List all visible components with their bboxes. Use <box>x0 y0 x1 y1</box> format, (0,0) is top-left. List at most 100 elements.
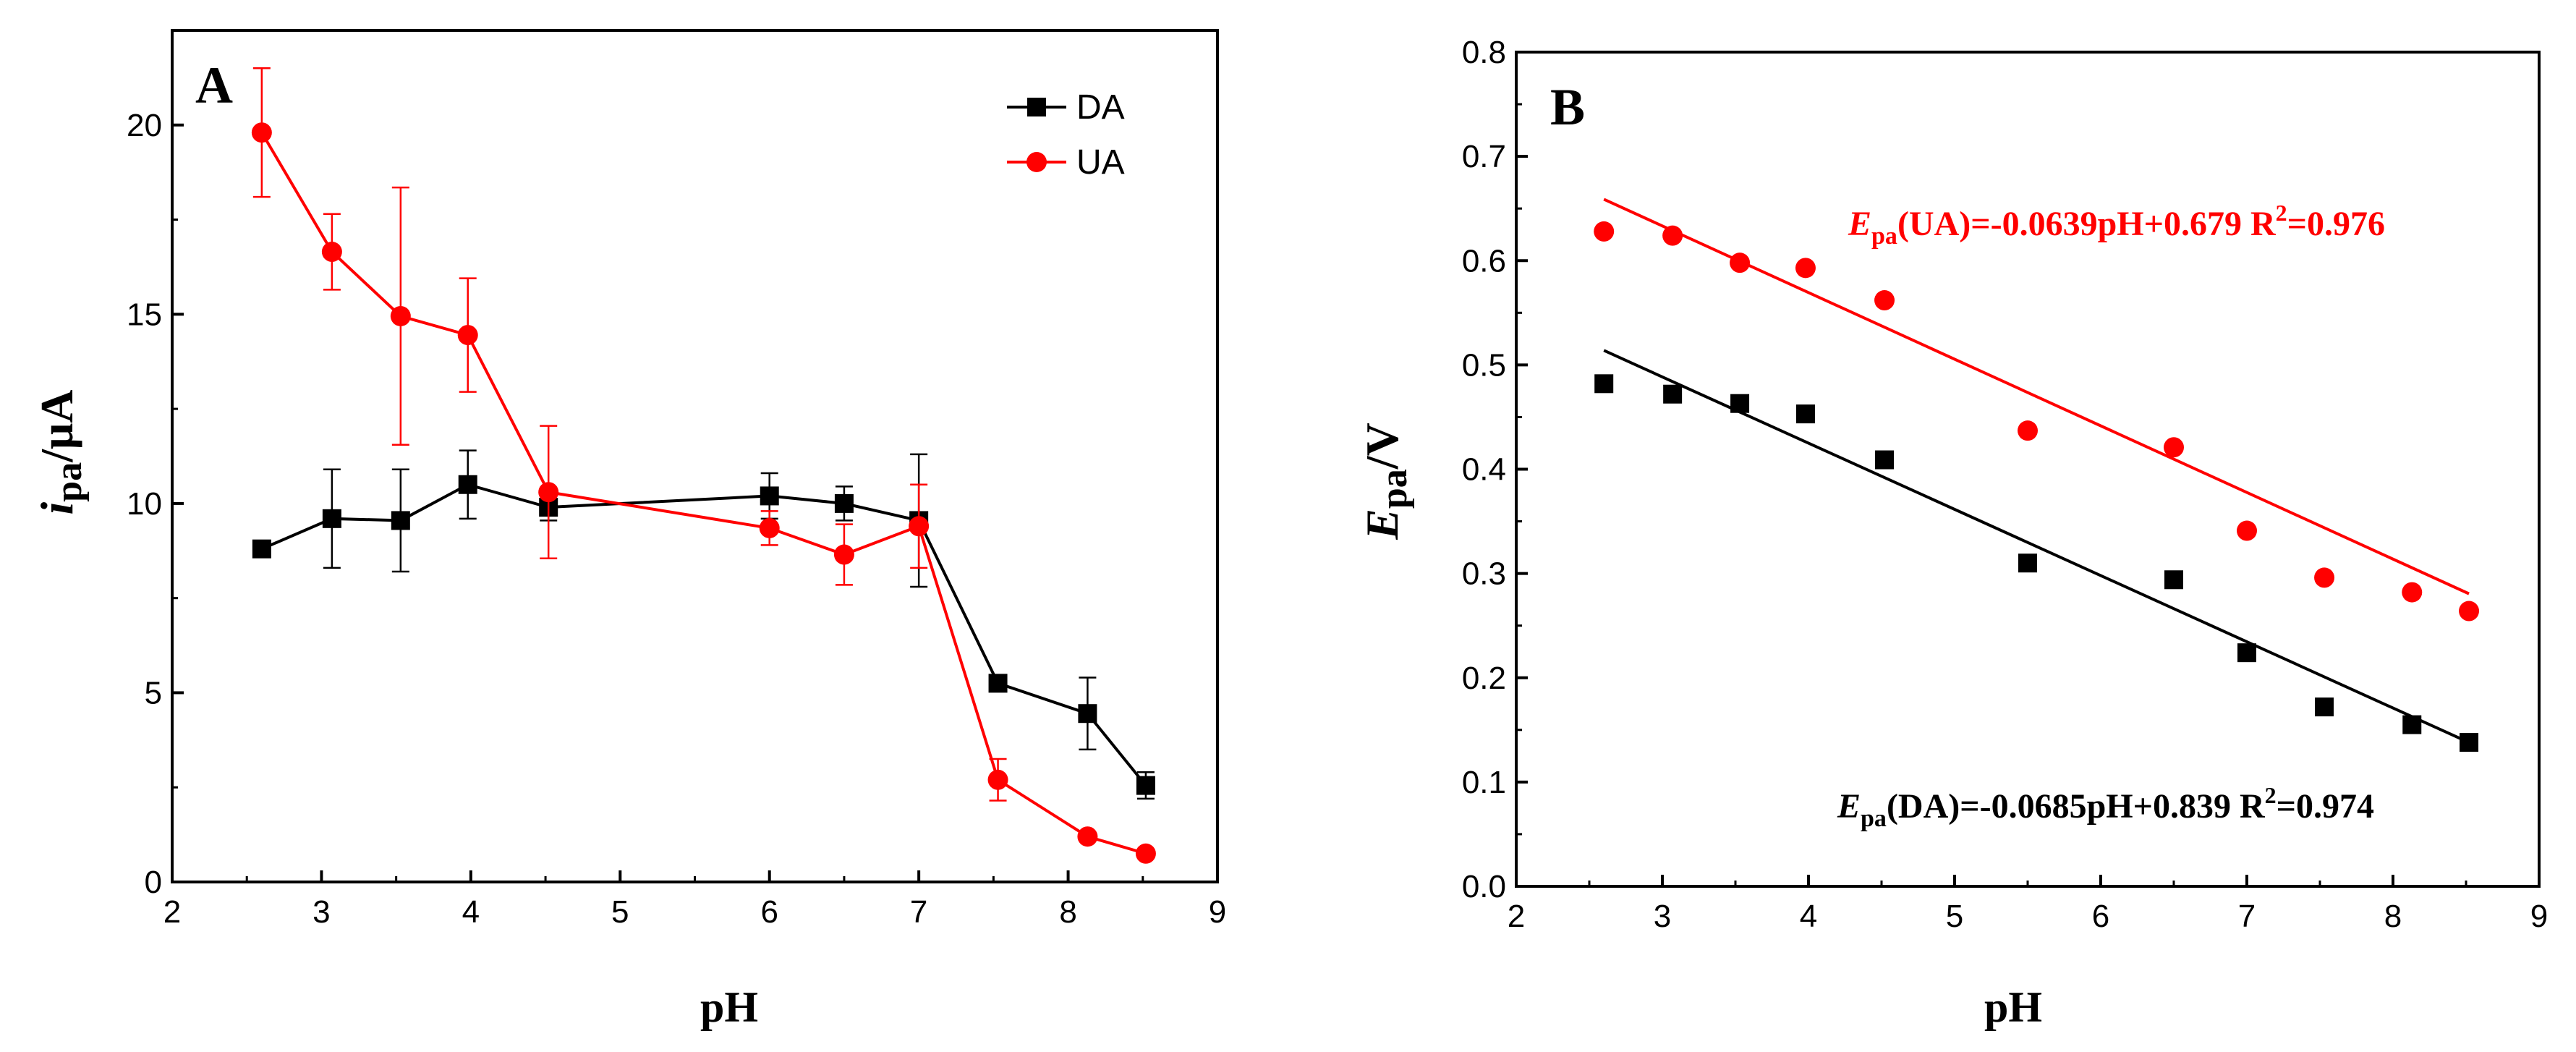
panel-a-y-tick-label: 5 <box>145 675 162 710</box>
legend-ua-label: UA <box>1076 143 1125 182</box>
panel-b-da-point <box>2315 697 2334 717</box>
panel-b-y-tick-label: 0.8 <box>1462 35 1506 70</box>
panel-b-da-fit-line <box>1603 349 2470 744</box>
panel-a-ua-point <box>321 242 342 263</box>
panel-b-x-tick-label: 3 <box>1654 899 1671 934</box>
panel-b-y-tick-label: 0.3 <box>1462 556 1506 592</box>
panel-b-ua-point <box>2314 567 2335 588</box>
panel-b-da-point <box>1663 384 1683 404</box>
panel-a-ua-point <box>833 544 854 565</box>
panel-b-x-tick-label: 5 <box>1946 899 1963 934</box>
panel-b-da-point <box>2402 715 2422 734</box>
panel-b-ua-point <box>2402 582 2423 603</box>
panel-b-x-tick-label: 8 <box>2384 899 2402 934</box>
panel-b-ua-point <box>1795 258 1816 279</box>
legend-ua-marker <box>1026 152 1047 172</box>
panel-b-ua-point <box>2164 437 2184 458</box>
panel-a-ua-point <box>457 325 478 346</box>
panel-a-x-tick-label: 5 <box>611 894 629 930</box>
panel-a-x-tick-label: 4 <box>462 894 480 930</box>
panel-b-x-tick-label: 4 <box>1800 899 1817 934</box>
panel-b-y-tick-label: 0.7 <box>1462 139 1506 174</box>
panel-a-y-tick-label: 20 <box>127 108 162 143</box>
da-fit-equation: Epa(DA)=-0.0685pH+0.839 R2=0.974 <box>1837 782 2374 832</box>
panel-b-ua-point <box>1874 290 1895 311</box>
panel-a-x-tick-label: 3 <box>313 894 330 930</box>
panel-b-y-tick-label: 0.2 <box>1462 661 1506 696</box>
panel-b-ua-point <box>2237 520 2257 541</box>
panel-a-chart: 2 3 4 5 6 7 8 9 0 5 10 15 20 A pH ipa/μA DA UA <box>31 29 1226 1031</box>
panel-a-ua-point <box>251 122 272 143</box>
panel-b-x-tick-label: 6 <box>2092 899 2109 934</box>
panel-b-ua-point <box>2459 601 2480 622</box>
panel-a-y-title-sub: pa <box>48 462 90 502</box>
panel-a-ua-point <box>987 769 1008 790</box>
panel-b-x-tick-label: 9 <box>2530 899 2548 934</box>
panel-a-ua-point <box>390 305 411 326</box>
panel-b-ua-point <box>1594 221 1615 242</box>
panel-b-label: B <box>1550 78 1585 136</box>
panel-a-ua-point <box>909 516 930 537</box>
panel-a-legend: DA UA <box>1007 88 1125 182</box>
panel-a-y-tick-label: 15 <box>127 297 162 332</box>
panel-b-x-tick-label: 2 <box>1508 899 1525 934</box>
legend-da-marker <box>1027 98 1046 116</box>
panel-b-chart: 2 3 4 5 6 7 8 9 0.0 0.1 0.2 0.3 0.4 0.5 0.6 0.7 0.8 B pH… <box>1356 35 2548 1031</box>
panel-a-da-point <box>252 539 271 559</box>
panel-a-ua-point <box>1077 826 1098 847</box>
legend-da-label: DA <box>1076 88 1125 127</box>
panel-a-y-tick-label: 10 <box>127 486 162 522</box>
panel-a-x-tick-label: 6 <box>760 894 778 930</box>
panel-b-da-point <box>1875 450 1895 470</box>
panel-a-y-axis-title: ipa/μA <box>31 390 90 515</box>
panel-b-da-point <box>2237 643 2256 663</box>
panel-b-y-tick-label: 0.5 <box>1462 347 1506 383</box>
panel-a-ua-series-line <box>260 132 1147 855</box>
panel-b-x-tick-label: 7 <box>2238 899 2256 934</box>
panel-b-y-tick-label: 0.4 <box>1462 452 1506 488</box>
panel-b-y-tick-label: 0.6 <box>1462 243 1506 279</box>
panel-b-ua-point <box>1662 225 1683 246</box>
panel-a-x-axis-title: pH <box>700 983 758 1031</box>
svg-text:Epa/V: Epa/V <box>1356 423 1415 540</box>
panel-a-da-point <box>322 509 341 528</box>
panel-a-da-point <box>458 475 477 494</box>
panel-b-ua-point <box>2018 420 2038 441</box>
svg-text:ipa/μA: ipa/μA <box>31 390 90 515</box>
panel-a-x-tick-label: 9 <box>1209 894 1226 930</box>
panel-b-y-title-var: E <box>1356 509 1408 540</box>
panel-b-y-title-sub: pa <box>1374 469 1415 509</box>
ua-fit-equation: Epa(UA)=-0.0639pH+0.679 R2=0.976 <box>1848 200 2385 250</box>
panel-b-y-title-unit: /V <box>1356 423 1408 470</box>
panel-b-x-axis-title: pH <box>1984 983 2042 1031</box>
panel-b-da-point <box>1730 394 1750 413</box>
panel-b-da-point <box>2164 570 2183 590</box>
panel-a-da-point <box>988 674 1008 693</box>
panel-a-y-title-unit: /μA <box>31 390 82 463</box>
panel-b-da-point <box>1594 374 1614 394</box>
panel-b-da-point <box>2018 553 2037 573</box>
panel-a-label: A <box>195 56 233 114</box>
panel-a-x-tick-label: 8 <box>1059 894 1076 930</box>
panel-a-x-tick-label: 7 <box>910 894 927 930</box>
panel-a-plot-frame <box>171 29 1219 883</box>
panel-a-ua-point <box>759 517 780 538</box>
panel-b-plot-frame <box>1515 51 2541 888</box>
panel-b-y-tick-label: 0.1 <box>1462 765 1506 800</box>
panel-b-y-axis-title: Epa/V <box>1356 423 1415 540</box>
panel-a-da-point <box>1136 776 1155 795</box>
panel-b-da-point <box>1795 404 1815 424</box>
panel-a-ua-point <box>538 482 559 503</box>
panel-b-y-tick-label: 0.0 <box>1462 869 1506 904</box>
panel-a-x-tick-label: 2 <box>163 894 181 930</box>
panel-b-da-point <box>2460 733 2479 752</box>
panel-a-da-point <box>760 486 779 506</box>
panel-a-ua-point <box>1135 843 1156 864</box>
panel-a-da-point <box>391 511 410 530</box>
panel-a-da-point <box>1078 704 1097 724</box>
panel-a-y-title-var: i <box>31 501 82 514</box>
panel-a-da-point <box>834 493 854 513</box>
panel-b-ua-point <box>1730 253 1751 273</box>
panel-a-y-tick-label: 0 <box>145 865 162 900</box>
